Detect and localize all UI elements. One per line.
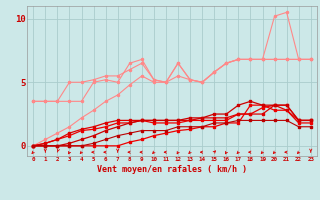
X-axis label: Vent moyen/en rafales ( km/h ): Vent moyen/en rafales ( km/h )	[97, 165, 247, 174]
